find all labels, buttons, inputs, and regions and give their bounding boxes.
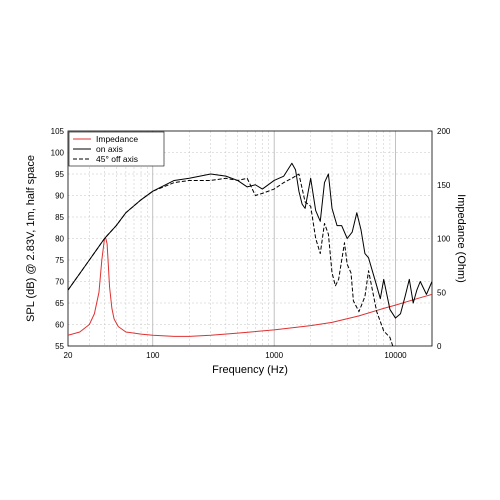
legend-label-impedance: Impedance xyxy=(96,134,138,144)
on-axis-curve xyxy=(68,162,432,319)
y-tick-label: 70 xyxy=(55,278,64,287)
y-tick-label: 85 xyxy=(55,213,64,222)
x-tick-label: 1000 xyxy=(265,351,283,360)
y-axis-label: SPL (dB) @ 2.83V, 1m, half space xyxy=(25,155,37,322)
off-axis-curve xyxy=(68,173,394,346)
y-tick-label: 75 xyxy=(55,256,64,265)
plot-frame xyxy=(67,130,433,347)
y2-tick-label: 50 xyxy=(437,288,446,297)
y-tick-label: 100 xyxy=(51,149,65,158)
y-tick-label: 105 xyxy=(51,127,65,136)
y2-tick-label: 200 xyxy=(437,127,451,136)
x-tick-label: 100 xyxy=(146,351,160,360)
legend-label-on-axis: on axis xyxy=(96,144,123,154)
y-tick-label: 95 xyxy=(55,170,64,179)
x-tick-label: 20 xyxy=(64,351,73,360)
legend: Impedance on axis 45° off axis xyxy=(68,131,165,167)
y2-tick-label: 150 xyxy=(437,181,451,190)
tick-labels: 20 100 1000 10000 55 60 65 70 75 80 85 90 95 100 105 0 5… xyxy=(51,127,451,360)
y-tick-label: 80 xyxy=(55,235,64,244)
legend-label-off-axis: 45° off axis xyxy=(96,154,138,164)
y-tick-label: 55 xyxy=(55,342,64,351)
y2-tick-label: 0 xyxy=(437,342,442,351)
impedance-curve xyxy=(68,238,432,337)
y-tick-label: 60 xyxy=(55,321,64,330)
y-tick-label: 65 xyxy=(55,299,64,308)
y-tick-label: 90 xyxy=(55,192,64,201)
y2-axis-label: Impedance (Ohm) xyxy=(455,194,467,283)
x-tick-label: 10000 xyxy=(384,351,407,360)
series-lines xyxy=(68,162,432,346)
y2-tick-label: 100 xyxy=(437,235,451,244)
x-axis-label: Frequency (Hz) xyxy=(212,364,288,376)
